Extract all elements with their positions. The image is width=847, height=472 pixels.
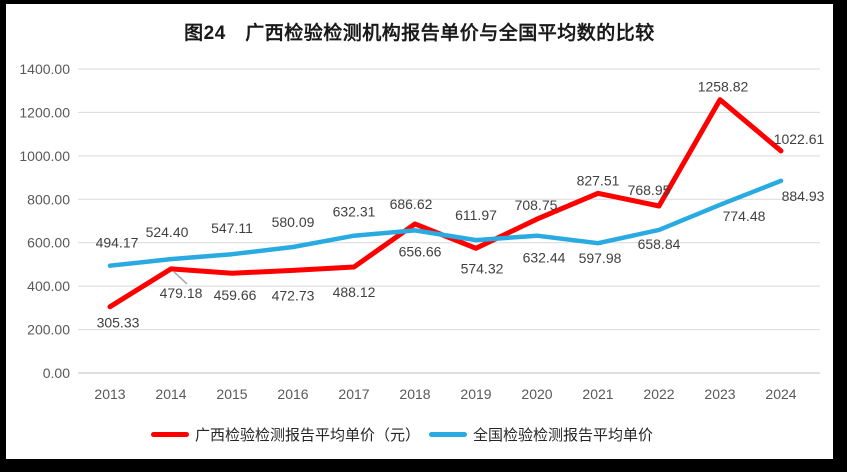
y-tick-label: 0.00 <box>43 365 70 381</box>
data-label: 488.12 <box>333 284 376 300</box>
data-label: 686.62 <box>390 196 433 212</box>
data-label: 658.84 <box>638 236 681 252</box>
data-label: 774.48 <box>723 208 766 224</box>
y-tick-label: 600.00 <box>27 235 70 251</box>
data-label: 494.17 <box>96 235 139 251</box>
data-label: 305.33 <box>97 315 140 331</box>
x-tick-label: 2019 <box>460 386 491 402</box>
x-tick-label: 2015 <box>216 386 247 402</box>
data-label: 827.51 <box>577 172 620 188</box>
label-leader-line <box>173 271 188 285</box>
x-tick-label: 2017 <box>338 386 369 402</box>
x-tick-label: 2014 <box>155 386 186 402</box>
data-label: 597.98 <box>579 250 622 266</box>
legend-item-guangxi: 广西检验检测报告平均单价（元） <box>151 424 420 445</box>
data-label: 547.11 <box>211 220 253 236</box>
x-tick-label: 2013 <box>94 386 125 402</box>
data-label: 574.32 <box>461 260 504 276</box>
x-tick-label: 2023 <box>704 386 735 402</box>
series-line-national <box>107 178 784 268</box>
data-label: 1258.82 <box>698 79 749 95</box>
y-tick-label: 1000.00 <box>19 148 70 164</box>
data-label: 479.18 <box>160 285 203 301</box>
y-tick-label: 400.00 <box>27 278 70 294</box>
x-tick-label: 2020 <box>521 386 552 402</box>
legend: 广西检验检测报告平均单价（元） 全国检验检测报告平均单价 <box>6 423 833 445</box>
chart-title: 图24 广西检验检测机构报告单价与全国平均数的比较 <box>184 23 655 44</box>
data-label: 472.73 <box>272 287 315 303</box>
legend-label-national: 全国检验检测报告平均单价 <box>473 426 654 444</box>
series-line-guangxi <box>107 97 784 310</box>
y-tick-label: 1200.00 <box>19 104 70 120</box>
legend-label-guangxi: 广西检验检测报告平均单价（元） <box>195 426 421 444</box>
x-tick-label: 2016 <box>277 386 308 402</box>
data-label: 632.31 <box>333 204 376 220</box>
red-line-swatch <box>151 431 189 437</box>
data-label: 656.66 <box>399 243 442 259</box>
data-label: 708.75 <box>515 197 558 213</box>
line-chart: 0.00 200.00 400.00 600.00 800.00 1000.00 1200.… <box>19 61 825 402</box>
x-tick-label: 2021 <box>582 386 613 402</box>
data-label: 459.66 <box>214 287 257 303</box>
y-tick-label: 200.00 <box>27 322 70 338</box>
data-label: 632.44 <box>523 250 566 266</box>
legend-item-national: 全国检验检测报告平均单价 <box>429 424 653 445</box>
data-label: 1022.61 <box>774 131 825 147</box>
chart-frame: 图24 广西检验检测机构报告单价与全国平均数的比较 0.00 200.00 400.… <box>6 4 833 459</box>
data-label: 580.09 <box>272 214 315 230</box>
data-label: 768.95 <box>628 182 671 198</box>
data-label: 884.93 <box>782 188 825 204</box>
y-tick-label: 800.00 <box>27 191 70 207</box>
blue-line-swatch <box>429 431 468 437</box>
x-tick-label: 2022 <box>643 386 674 402</box>
x-tick-label: 2018 <box>399 386 430 402</box>
data-label: 611.97 <box>455 207 497 223</box>
data-label: 524.40 <box>146 224 189 240</box>
x-tick-label: 2024 <box>765 386 796 402</box>
y-tick-label: 1400.00 <box>19 61 70 77</box>
